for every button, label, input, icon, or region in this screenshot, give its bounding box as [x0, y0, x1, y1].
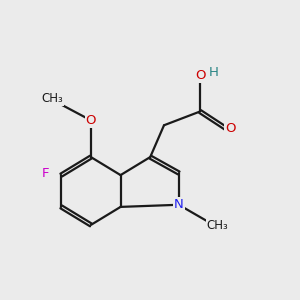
- Text: CH₃: CH₃: [42, 92, 63, 105]
- Text: O: O: [225, 122, 236, 135]
- Text: O: O: [85, 114, 96, 127]
- Text: CH₃: CH₃: [207, 220, 228, 232]
- Text: H: H: [210, 68, 220, 80]
- Text: H: H: [208, 66, 218, 79]
- Text: F: F: [42, 167, 50, 180]
- Text: O: O: [195, 69, 205, 82]
- Text: N: N: [174, 198, 184, 211]
